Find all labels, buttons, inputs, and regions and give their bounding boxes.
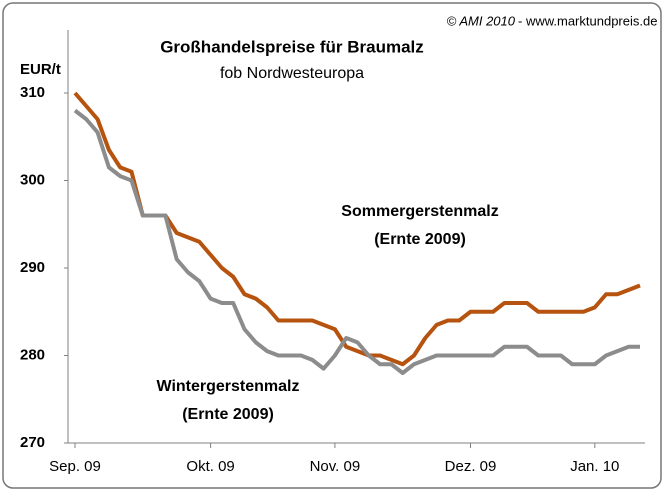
series-label: (Ernte 2009) — [374, 231, 466, 248]
y-axis-label: EUR/t — [20, 61, 61, 78]
y-tick-label: 300 — [20, 171, 45, 188]
chart-subtitle: fob Nordwesteuropa — [220, 65, 364, 82]
y-tick-label: 270 — [20, 434, 45, 451]
y-tick-label: 290 — [20, 259, 45, 276]
y-tick-label: 280 — [20, 346, 45, 363]
copyright: © AMI 2010 — [447, 13, 516, 28]
x-tick-label: Nov. 09 — [310, 458, 361, 475]
y-tick-label: 310 — [20, 84, 45, 101]
x-tick-label: Sep. 09 — [49, 458, 101, 475]
series-label: Wintergerstenmalz — [157, 378, 300, 395]
series-line — [73, 108, 640, 375]
series-line — [73, 91, 641, 367]
series-label: Sommergerstenmalz — [341, 203, 498, 220]
source: - www.marktundpreis.de — [518, 13, 657, 28]
x-tick-label: Okt. 09 — [186, 458, 234, 475]
chart-title: Großhandelspreise für Braumalz — [160, 37, 424, 56]
x-tick-label: Dez. 09 — [445, 458, 497, 475]
x-tick-label: Jan. 10 — [570, 458, 619, 475]
series-label: (Ernte 2009) — [182, 406, 274, 423]
